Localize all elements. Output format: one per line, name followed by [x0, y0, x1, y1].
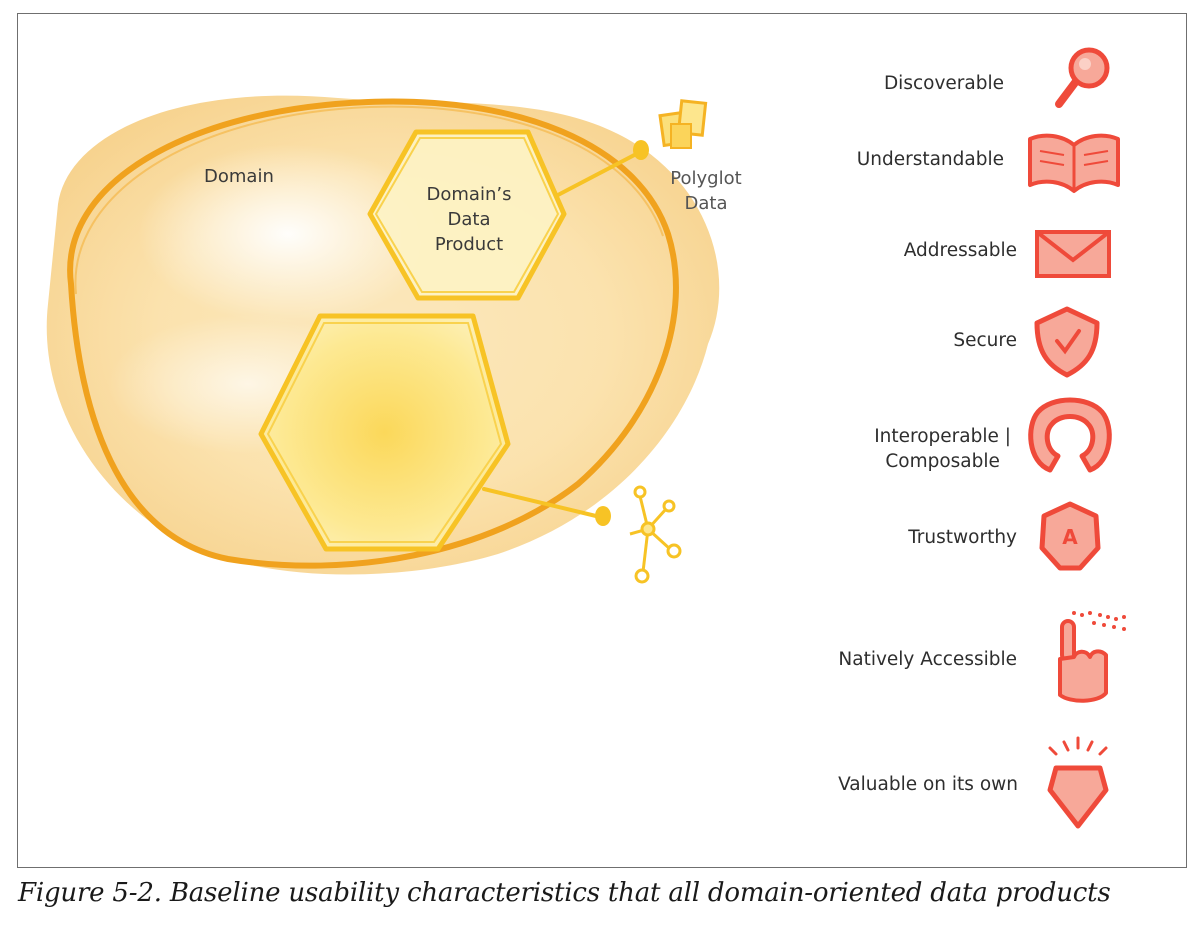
magnifier-icon	[1055, 47, 1110, 108]
pointing-hand-icon	[1058, 611, 1126, 703]
characteristic-valuable: Valuable on its own	[838, 774, 1018, 795]
figure-frame: A Domain Domain’s Data Product	[17, 13, 1187, 868]
characteristic-addressable: Addressable	[903, 240, 1017, 261]
svg-text:A: A	[1062, 525, 1078, 549]
large-hexagon	[258, 313, 511, 552]
open-book-icon	[1028, 133, 1120, 193]
polyglot-connector	[554, 140, 649, 198]
figure-caption: Figure 5-2. Baseline usability character…	[18, 878, 1111, 908]
characteristic-interoperable: Interoperable | Composable	[874, 426, 1011, 472]
characteristic-understandable: Understandable	[856, 149, 1004, 170]
data-product-label: Domain’s Data Product	[426, 184, 512, 255]
characteristic-secure: Secure	[953, 330, 1017, 351]
envelope-icon	[1035, 230, 1111, 278]
characteristic-trustworthy: Trustworthy	[908, 527, 1017, 548]
diagram-canvas: A	[46, 47, 1126, 829]
domain-label: Domain	[204, 166, 274, 187]
horseshoe-icon	[1028, 397, 1112, 473]
characteristic-natively-accessible: Natively Accessible	[838, 649, 1017, 670]
gem-icon	[1047, 736, 1109, 829]
badge-a-icon: A	[1039, 501, 1101, 571]
shield-check-icon	[1034, 306, 1100, 378]
characteristic-discoverable: Discoverable	[883, 73, 1004, 94]
polyglot-data-icon	[658, 99, 708, 149]
data-product-hexagon	[367, 129, 567, 301]
network-graph-icon	[629, 485, 682, 584]
polyglot-data-label: Polyglot Data	[670, 168, 742, 214]
graph-connector	[482, 487, 611, 526]
